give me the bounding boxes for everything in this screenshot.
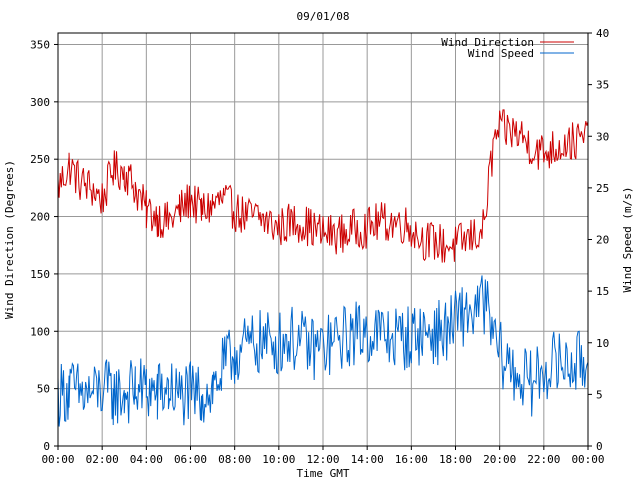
x-tick-label: 00:00: [571, 453, 604, 466]
y-right-tick-label: 10: [596, 337, 609, 350]
y-right-tick-label: 30: [596, 130, 609, 143]
x-tick-label: 18:00: [439, 453, 472, 466]
legend-label-wind-speed: Wind Speed: [468, 47, 534, 60]
y-left-axis-title: Wind Direction (Degrees): [3, 160, 16, 319]
series-layer: [57, 109, 589, 427]
tick-layer: 00:00 02:00 04:00 06:00 08:00 10:00 12:00 14:00…: [30, 27, 609, 466]
x-tick-label: 06:00: [174, 453, 207, 466]
x-tick-label: 22:00: [527, 453, 560, 466]
x-tick-label: 20:00: [483, 453, 516, 466]
y-left-tick-label: 350: [30, 38, 50, 51]
y-left-tick-label: 300: [30, 96, 50, 109]
y-right-tick-label: 15: [596, 285, 609, 298]
y-right-tick-label: 35: [596, 79, 609, 92]
y-left-tick-label: 200: [30, 211, 50, 224]
chart-title: 09/01/08: [297, 10, 350, 23]
y-left-tick-label: 150: [30, 268, 50, 281]
series-line-wind-speed: [57, 275, 589, 427]
x-tick-label: 14:00: [351, 453, 384, 466]
y-right-tick-label: 25: [596, 182, 609, 195]
x-tick-label: 08:00: [218, 453, 251, 466]
y-left-tick-label: 50: [37, 383, 50, 396]
series-line-wind-direction: [57, 109, 589, 263]
legend-label-wind-direction: Wind Direction: [441, 36, 534, 49]
y-right-axis-title: Wind Speed (m/s): [621, 187, 634, 293]
x-axis-title: Time GMT: [297, 467, 350, 480]
y-left-tick-label: 0: [43, 440, 50, 453]
y-left-tick-label: 100: [30, 325, 50, 338]
x-tick-label: 02:00: [86, 453, 119, 466]
x-tick-label: 16:00: [395, 453, 428, 466]
y-right-tick-label: 20: [596, 234, 609, 247]
y-right-tick-label: 0: [596, 440, 603, 453]
legend: Wind Direction Wind Speed: [441, 36, 574, 60]
x-tick-label: 10:00: [262, 453, 295, 466]
x-tick-label: 04:00: [130, 453, 163, 466]
x-tick-label: 00:00: [41, 453, 74, 466]
x-tick-label: 12:00: [306, 453, 339, 466]
y-left-tick-label: 250: [30, 153, 50, 166]
y-right-tick-label: 5: [596, 388, 603, 401]
y-right-tick-label: 40: [596, 27, 609, 40]
